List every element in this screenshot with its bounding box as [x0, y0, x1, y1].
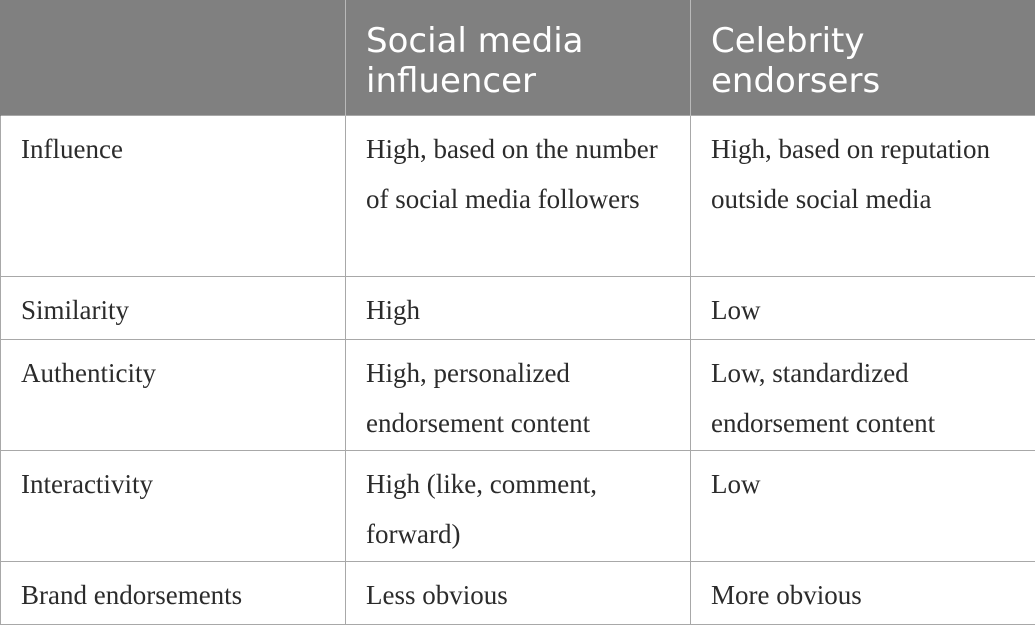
table-row: Similarity High Low	[0, 276, 1035, 340]
social-media-cell: Less obvious	[345, 561, 691, 625]
celebrity-cell: High, based on reputation outside social…	[690, 115, 1035, 277]
celebrity-cell: Low	[690, 276, 1035, 340]
social-media-cell: High, personalized endorsement content	[345, 339, 691, 451]
table-header: Social media influencer Celebrity endors…	[0, 0, 1035, 116]
row-label: Brand endorsements	[0, 561, 346, 625]
table-row: Authenticity High, personalized endorsem…	[0, 339, 1035, 451]
celebrity-cell: Low	[690, 450, 1035, 562]
celebrity-cell: Low, standardized endorsement content	[690, 339, 1035, 451]
table-row: Influence High, based on the number of s…	[0, 115, 1035, 277]
social-media-cell: High, based on the number of social medi…	[345, 115, 691, 277]
row-label: Similarity	[0, 276, 346, 340]
table-body: Influence High, based on the number of s…	[0, 115, 1035, 625]
table-row: Interactivity High (like, comment, forwa…	[0, 450, 1035, 562]
comparison-table: Social media influencer Celebrity endors…	[0, 0, 1035, 625]
header-cell-empty	[0, 0, 346, 116]
row-label: Interactivity	[0, 450, 346, 562]
social-media-cell: High (like, comment, forward)	[345, 450, 691, 562]
header-row: Social media influencer Celebrity endors…	[0, 0, 1035, 116]
celebrity-cell: More obvious	[690, 561, 1035, 625]
header-cell-celebrity-endorsers: Celebrity endorsers	[690, 0, 1035, 116]
row-label: Authenticity	[0, 339, 346, 451]
header-cell-social-media-influencer: Social media influencer	[345, 0, 691, 116]
row-label: Influence	[0, 115, 346, 277]
table-row: Brand endorsements Less obvious More obv…	[0, 561, 1035, 625]
social-media-cell: High	[345, 276, 691, 340]
